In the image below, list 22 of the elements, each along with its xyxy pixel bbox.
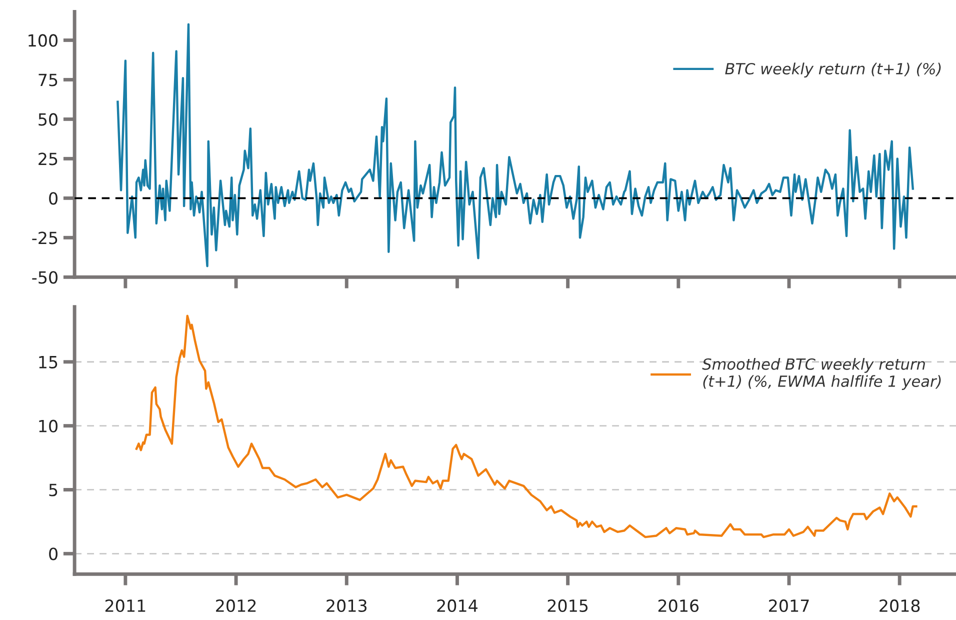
x-tick-label: 2011 xyxy=(105,599,146,612)
y-tick-label: 50 xyxy=(38,113,58,126)
y-tick-label: 10 xyxy=(39,420,58,432)
legend-label: BTC weekly return (t+1) (%) xyxy=(725,62,941,78)
line-series xyxy=(116,23,914,268)
y-tick-label: -50 xyxy=(32,271,58,284)
x-tick-label: 2016 xyxy=(658,599,699,612)
y-tick-label: 0 xyxy=(49,548,58,560)
x-tick-label: 2015 xyxy=(548,599,588,612)
x-tick-label: 2013 xyxy=(326,599,366,612)
y-tick-label: 25 xyxy=(38,152,58,166)
y-tick-label: 75 xyxy=(38,74,58,86)
y-tick-label: -25 xyxy=(32,232,58,244)
x-tick-label: 2017 xyxy=(769,599,809,612)
y-tick-label: 5 xyxy=(49,484,58,496)
x-tick-label: 2012 xyxy=(216,599,256,612)
y-tick-label: 100 xyxy=(28,34,58,47)
y-tick-label: 15 xyxy=(39,356,58,368)
y-tick-label: 0 xyxy=(49,192,58,205)
x-tick-label: 2018 xyxy=(880,599,920,612)
x-tick-label: 2014 xyxy=(437,599,478,612)
legend-label: Smoothed BTC weekly return (t+1) (%, EWMA halflife 1 year) xyxy=(702,358,941,390)
